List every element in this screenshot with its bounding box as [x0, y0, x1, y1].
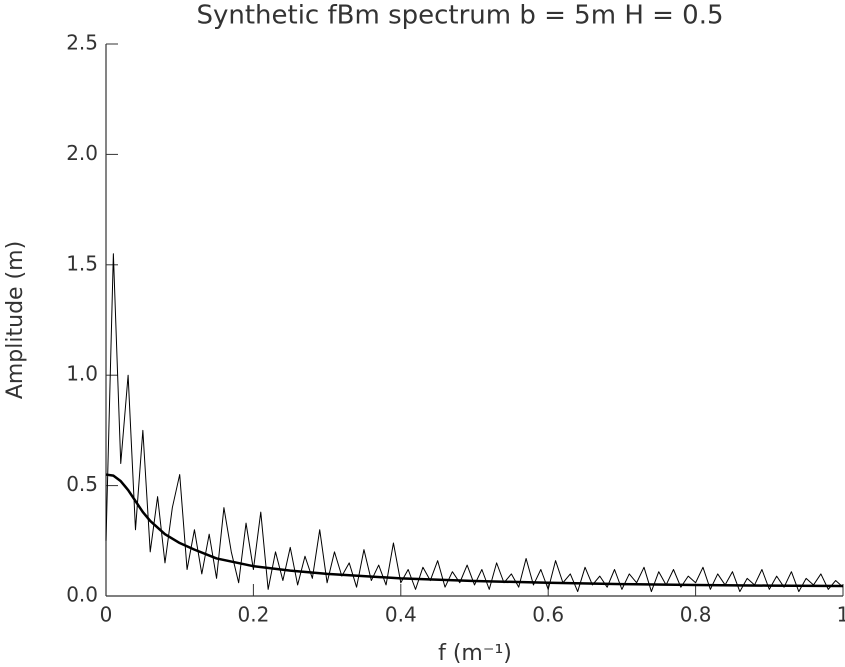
x-tick-label: 0.4: [385, 603, 417, 627]
y-tick-label: 2.5: [66, 31, 98, 55]
y-axis-label: Amplitude (m): [3, 241, 28, 399]
x-axis-label: f (m⁻¹): [438, 641, 512, 666]
series-line: [105, 253, 844, 593]
series-line: [105, 473, 844, 588]
y-tick-label: 1.0: [66, 362, 98, 386]
x-tick-label: 0.6: [532, 603, 564, 627]
y-tick-label: 0.5: [66, 472, 98, 496]
y-tick-label: 2.0: [66, 141, 98, 165]
x-tick-label: 0.8: [680, 603, 712, 627]
x-tick-label: 1: [837, 603, 845, 627]
x-tick-label: 0: [100, 603, 113, 627]
y-tick-label: 1.5: [66, 251, 98, 275]
y-tick-label: 0.0: [66, 583, 98, 607]
chart-title: Synthetic fBm spectrum b = 5m H = 0.5: [196, 1, 723, 31]
x-tick-label: 0.2: [237, 603, 269, 627]
